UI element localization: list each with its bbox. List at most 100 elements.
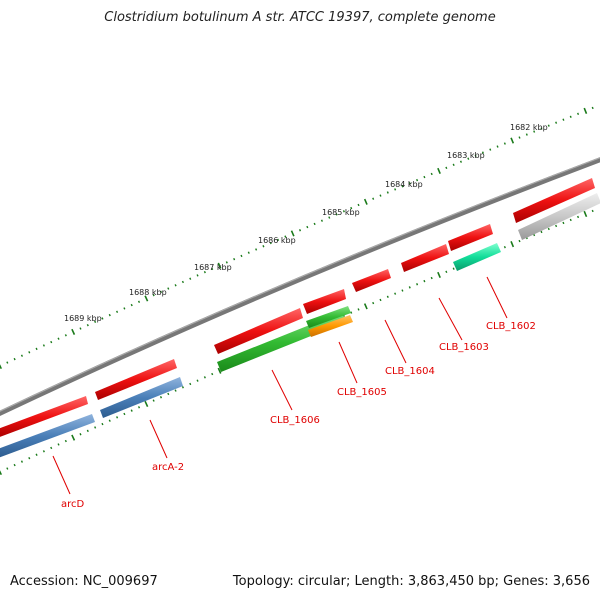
scale-tick-minor (255, 248, 258, 251)
feature-blue-arcD[interactable] (0, 414, 95, 458)
scale-tick-minor (357, 203, 360, 207)
scale-tick-minor (13, 357, 16, 361)
scale-label-1688: 1688 kbp (129, 288, 167, 297)
scale-tick-minor (94, 426, 97, 429)
scale-tick-minor (379, 298, 382, 302)
feature-green-CLB_1606[interactable] (217, 312, 346, 372)
gene-forward-arrow[interactable] (95, 359, 177, 400)
scale-tick-minor (394, 188, 397, 191)
scale-tick-minor (306, 225, 309, 229)
scale-tick-minor (401, 185, 404, 188)
feature-orange-CLB_1605[interactable] (308, 315, 353, 337)
scale-tick-minor (430, 276, 433, 280)
feature-green-CLB_1605[interactable] (306, 306, 351, 328)
scale-tick-minor (108, 419, 111, 422)
scale-tick-minor (123, 307, 126, 310)
scale-tick-minor (496, 145, 499, 148)
gene-forward-arrow[interactable] (352, 269, 391, 292)
gene-forward-arrow[interactable] (0, 396, 88, 438)
scale-tick-minor (262, 245, 265, 248)
scale-tick-major (290, 230, 295, 237)
scale-tick-major (363, 198, 368, 205)
scale-tick-minor (298, 229, 302, 232)
scale-tick-minor (167, 287, 170, 290)
gene-forward-arrow[interactable] (214, 308, 303, 354)
scale-tick-minor (35, 453, 38, 456)
scale-tick-minor (101, 317, 104, 320)
scale-tick-minor (50, 340, 53, 344)
scale-tick-minor (416, 283, 419, 286)
scale-tick-minor (518, 136, 521, 139)
scale-tick-minor (342, 210, 345, 213)
scale-tick-minor (372, 197, 375, 200)
gene-label-CLB_1603[interactable]: CLB_1603 (439, 342, 489, 353)
scale-tick-minor (181, 386, 184, 389)
gene-label-CLB_1606[interactable]: CLB_1606 (270, 415, 320, 426)
gene-forward-arrow[interactable] (401, 244, 449, 272)
feature-grey[interactable] (518, 193, 600, 240)
scale-tick-major (217, 367, 222, 374)
label-leaders (52, 276, 508, 495)
scale-tick-minor (328, 216, 331, 219)
scale-tick-major (0, 364, 2, 370)
scale-tick-minor (423, 175, 426, 179)
scale-tick-minor (211, 372, 214, 376)
scale-label-1682: 1682 kbp (510, 123, 548, 132)
scale-tick-minor (518, 239, 521, 243)
scale-tick-major (217, 262, 222, 269)
topology-text: Topology: circular; Length: 3,863,450 bp… (232, 574, 590, 589)
scale-tick-minor (394, 292, 397, 295)
scale-tick-minor (64, 334, 67, 337)
scale-label-1687: 1687 kbp (194, 263, 232, 272)
scale-tick-minor (20, 354, 24, 357)
scale-tick-minor (562, 118, 565, 121)
scale-tick-minor (42, 450, 45, 453)
scale-label-1684: 1684 kbp (385, 180, 423, 189)
scale-tick-minor (203, 270, 206, 274)
scale-tick-minor (372, 301, 375, 305)
scale-tick-minor (86, 323, 89, 327)
scale-tick-minor (196, 274, 199, 277)
scale-tick-minor (13, 463, 16, 467)
scale-tick-minor (35, 347, 38, 351)
gene-forward-arrow[interactable] (303, 289, 346, 314)
gene-label-CLB_1604[interactable]: CLB_1604 (385, 366, 435, 377)
scale-tick-minor (174, 284, 177, 287)
gene-label-arcA-2[interactable]: arcA-2 (152, 462, 184, 473)
scale-tick-minor (57, 443, 60, 446)
scale-tick-minor (459, 160, 463, 163)
scale-tick-minor (357, 308, 360, 311)
gene-forward-arrow[interactable] (513, 178, 595, 223)
scale-tick-minor (137, 300, 141, 303)
scale-tick-minor (379, 194, 382, 197)
scale-tick-minor (123, 412, 126, 416)
scale-tick-minor (28, 351, 31, 354)
gene-label-CLB_1602[interactable]: CLB_1602 (486, 321, 536, 332)
scale-tick-minor (167, 392, 170, 396)
scale-tick-major (144, 400, 149, 407)
gene-forward-arrow[interactable] (448, 224, 493, 251)
gene-label-CLB_1605[interactable]: CLB_1605 (337, 387, 387, 398)
scale-label-1685: 1685 kbp (322, 208, 360, 217)
gene-label-arcD[interactable]: arcD (61, 499, 85, 510)
scale-tick-minor (489, 148, 492, 151)
scale-tick-minor (20, 460, 24, 463)
scale-tick-minor (152, 293, 155, 297)
scale-tick-major (583, 210, 588, 218)
scale-tick-minor (350, 206, 353, 210)
scale-tick-minor (108, 313, 111, 317)
scale-tick-minor (6, 467, 9, 470)
scale-tick-minor (152, 399, 155, 402)
scale-tick-minor (50, 446, 53, 450)
scale-tick-minor (350, 311, 353, 314)
scale-tick-minor (503, 245, 506, 249)
feature-blue-arcA-2[interactable] (100, 377, 183, 418)
scale-tick-minor (79, 433, 82, 436)
scale-tick-major (363, 303, 368, 310)
scale-tick-minor (189, 277, 192, 280)
scale-tick-minor (101, 422, 104, 426)
scale-tick-minor (481, 151, 484, 154)
feature-teal-CLB_1602[interactable] (453, 243, 501, 271)
scale-tick-minor (284, 235, 287, 238)
